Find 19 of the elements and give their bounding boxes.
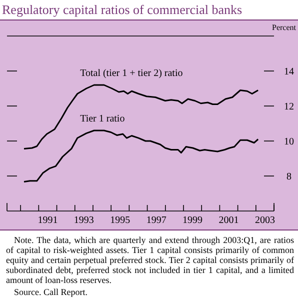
chart-title: Regulatory capital ratios of commercial banks [2, 2, 242, 17]
x-tick-label: 1993 [74, 215, 94, 226]
y-tick-label: 8 [286, 172, 292, 182]
y-tick-label: 10 [284, 136, 294, 148]
y-tick-label: 14 [284, 66, 294, 78]
line-series [23, 84, 259, 150]
y-axis-title: Percent [272, 23, 297, 32]
line-series [23, 130, 259, 183]
text: Note. The data, which are quarterly and extend through 2003:Q1, are ratios of capital to risk-weighted assets. Tier 1 capital consists primarily of common equity and certain perpetual preferred stock. Tier 2 capital consists primarily of subordinated debt, preferred stock not included in tier 1 capital, and a limited amount of loan-loss reserves. [6, 235, 294, 285]
y-tick-label: 12 [284, 102, 294, 112]
x-tick-label: 2003 [254, 215, 275, 226]
series-label: Tier 1 ratio [80, 114, 125, 124]
x-tick-label: 1995 [110, 215, 130, 226]
source-note: Source. Call Report. [13, 287, 88, 297]
x-tick-label: 1999 [182, 215, 203, 226]
series-label: Total (tier 1 + tier 2) ratio [80, 68, 183, 79]
x-tick-label: 2001 [218, 215, 239, 226]
x-tick-label: 1991 [38, 215, 58, 226]
x-tick-label: 1997 [146, 215, 166, 226]
